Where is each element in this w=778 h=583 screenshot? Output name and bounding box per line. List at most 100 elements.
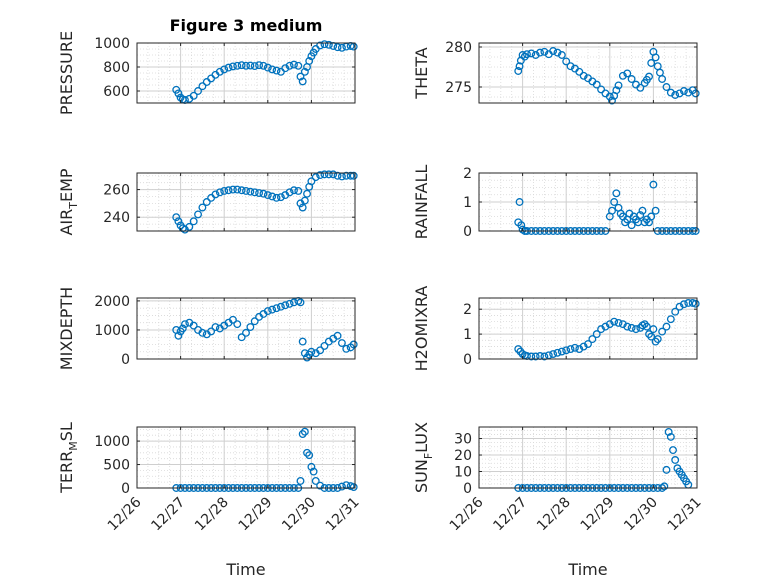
data-point bbox=[285, 188, 294, 197]
data-point bbox=[324, 40, 333, 49]
data-point bbox=[549, 47, 558, 55]
data-point bbox=[515, 62, 524, 71]
data-point bbox=[527, 352, 536, 361]
data-point bbox=[614, 81, 623, 90]
data-point bbox=[679, 300, 688, 309]
data-point bbox=[178, 324, 187, 333]
y-tick-label: 1000 bbox=[94, 434, 130, 450]
data-point bbox=[614, 318, 623, 327]
data-point bbox=[237, 333, 246, 342]
subplot-3: 240 260 AIRTEMP bbox=[57, 168, 358, 236]
data-point bbox=[349, 340, 358, 349]
data-point bbox=[675, 302, 684, 311]
y-tick-label: 0 bbox=[463, 224, 472, 240]
data-point bbox=[333, 331, 342, 340]
data-point bbox=[636, 83, 645, 92]
data-point bbox=[194, 210, 202, 219]
data-point bbox=[662, 465, 671, 474]
data-point bbox=[658, 75, 667, 83]
data-point bbox=[647, 59, 656, 67]
data-point bbox=[549, 350, 558, 358]
y-axis-label: TERRMSL bbox=[57, 422, 80, 494]
data-point bbox=[601, 322, 610, 331]
data-point bbox=[268, 192, 277, 201]
data-point bbox=[174, 89, 183, 98]
data-point bbox=[189, 91, 198, 100]
data-point bbox=[228, 62, 237, 71]
data-point bbox=[290, 186, 298, 195]
data-point bbox=[575, 345, 584, 353]
data-point bbox=[296, 72, 305, 81]
data-point bbox=[651, 53, 660, 62]
data-point bbox=[592, 330, 601, 339]
data-point bbox=[515, 198, 524, 206]
data-point bbox=[342, 171, 351, 180]
axes-box bbox=[136, 297, 356, 360]
subplot-1: 600 800 1000 PRESSURE bbox=[57, 31, 358, 115]
subplot-6: 0 1 2 H2OMIXRA bbox=[412, 286, 700, 371]
data-point bbox=[627, 221, 636, 230]
data-point bbox=[263, 307, 272, 316]
data-point bbox=[605, 320, 614, 329]
data-point bbox=[517, 221, 526, 230]
data-point bbox=[642, 322, 651, 331]
axes-box bbox=[136, 426, 356, 489]
data-point bbox=[636, 211, 645, 219]
y-tick-label: 500 bbox=[103, 458, 130, 474]
data-point bbox=[324, 170, 333, 179]
subplot-4: 0 1 2 RAINFALL bbox=[412, 165, 700, 240]
y-axis-label: MIXDEPTH bbox=[57, 287, 76, 370]
data-point bbox=[566, 345, 575, 353]
x-axis-label-right: Time bbox=[567, 560, 607, 579]
data-point bbox=[307, 462, 316, 471]
data-point bbox=[627, 323, 636, 332]
data-point bbox=[211, 323, 220, 331]
data-point bbox=[272, 304, 281, 313]
y-tick-label: 0 bbox=[121, 352, 130, 368]
data-point bbox=[638, 206, 647, 215]
data-point bbox=[570, 343, 579, 352]
data-point bbox=[562, 346, 571, 355]
data-point bbox=[645, 72, 653, 81]
axes-box bbox=[136, 172, 356, 232]
data-point bbox=[684, 88, 693, 97]
y-tick-label: 1 bbox=[463, 195, 472, 211]
data-point bbox=[272, 193, 281, 202]
data-point bbox=[337, 339, 346, 347]
y-axis-label: THETA bbox=[412, 47, 431, 99]
y-tick-label: 280 bbox=[445, 40, 472, 56]
data-point bbox=[228, 185, 237, 194]
data-point bbox=[220, 187, 229, 195]
data-point bbox=[647, 332, 656, 341]
data-point bbox=[174, 217, 183, 226]
data-point bbox=[298, 77, 307, 86]
data-point bbox=[255, 189, 264, 197]
data-point bbox=[296, 477, 305, 485]
data-point bbox=[612, 189, 621, 198]
data-point bbox=[514, 345, 523, 353]
data-point bbox=[228, 315, 237, 324]
data-point bbox=[553, 348, 562, 357]
data-point bbox=[303, 189, 311, 198]
data-point bbox=[290, 60, 298, 69]
data-point bbox=[333, 171, 342, 180]
data-point bbox=[316, 481, 325, 490]
data-point bbox=[518, 51, 527, 59]
data-point bbox=[651, 206, 660, 215]
y-tick-label: 0 bbox=[463, 481, 472, 497]
data-point bbox=[662, 83, 671, 91]
data-point bbox=[298, 430, 307, 438]
data-point bbox=[198, 82, 207, 91]
data-point bbox=[514, 67, 523, 75]
y-tick-label: 240 bbox=[103, 210, 130, 226]
data-point bbox=[281, 301, 290, 310]
data-point bbox=[311, 173, 320, 182]
data-point bbox=[215, 67, 224, 76]
y-tick-label: 2 bbox=[463, 166, 472, 182]
data-point bbox=[666, 88, 675, 97]
data-point bbox=[250, 62, 259, 70]
data-point bbox=[263, 191, 272, 200]
data-point bbox=[553, 48, 562, 57]
